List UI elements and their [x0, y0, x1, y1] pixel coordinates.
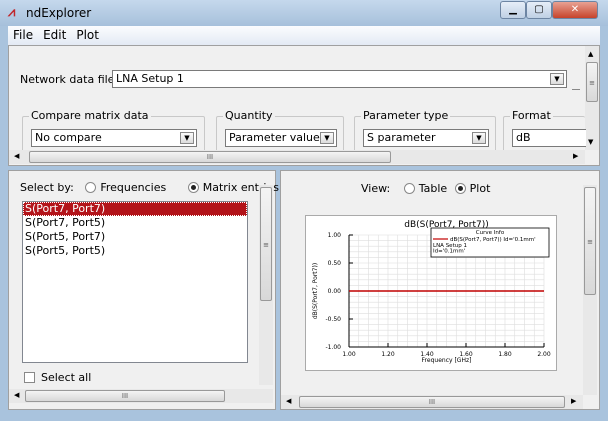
horizontal-scrollbar[interactable]: ◀ III: [9, 389, 273, 403]
y-tick-label: 1.00: [328, 232, 342, 239]
scroll-thumb[interactable]: III: [299, 396, 565, 408]
compare-value: No compare: [35, 131, 102, 144]
x-tick-label: 1.00: [342, 351, 356, 358]
x-tick-label: 1.80: [498, 351, 512, 358]
format-value: dB: [516, 131, 531, 144]
menu-bar: File Edit Plot: [8, 26, 600, 45]
entries-panel: Select by: Frequencies Matrix entries S(…: [8, 170, 279, 410]
x-tick-label: 1.40: [420, 351, 434, 358]
view-label: View:: [361, 182, 391, 195]
maximize-button[interactable]: ▢: [526, 1, 552, 19]
network-file-value: LNA Setup 1: [116, 72, 184, 85]
quantity-value: Parameter values: [229, 131, 326, 144]
horizontal-scrollbar[interactable]: ◀ III ▶: [281, 395, 583, 409]
x-tick-label: 1.20: [381, 351, 395, 358]
chevron-down-icon: ▼: [472, 132, 486, 144]
y-tick-label: -0.50: [325, 316, 341, 323]
vertical-scrollbar[interactable]: ≡ ▲ ▼: [585, 46, 599, 150]
chevron-down-icon: ▼: [550, 73, 564, 85]
list-item[interactable]: S(Port7, Port7): [23, 202, 247, 216]
chevron-down-icon: ▼: [180, 132, 194, 144]
app-logo-icon: ⩘: [8, 5, 16, 20]
title-bar: ⩘ ndExplorer ▁ ▢ ✕: [0, 0, 608, 26]
list-item[interactable]: S(Port5, Port5): [25, 244, 106, 257]
list-item[interactable]: S(Port5, Port7): [25, 230, 106, 243]
x-axis-label: Frequency [GHz]: [422, 357, 472, 364]
network-file-label: Network data file:: [20, 73, 119, 86]
chart-title: dB(S(Port7, Port7)): [404, 220, 489, 230]
scroll-right-icon[interactable]: ▶: [573, 152, 579, 160]
compare-label: Compare matrix data: [29, 109, 151, 122]
compare-dropdown[interactable]: No compare ▼: [31, 129, 197, 147]
entries-list[interactable]: S(Port7, Port7) S(Port7, Port5) S(Port5,…: [22, 201, 248, 363]
minimize-button[interactable]: ▁: [500, 1, 526, 19]
radio-table[interactable]: Table: [403, 182, 447, 195]
chart: dB(S(Port7, Port7)) 1.00 1.20 1.40 1.60 1.80 2…: [312, 220, 551, 364]
window-title: ndExplorer: [26, 6, 92, 20]
x-tick-label: 1.60: [459, 351, 473, 358]
legend-line: LNA Setup 1: [433, 243, 467, 249]
close-button[interactable]: ✕: [552, 1, 598, 19]
compare-group: Compare matrix data No compare ▼: [22, 109, 205, 156]
format-dropdown[interactable]: dB: [512, 129, 586, 147]
radio-frequencies[interactable]: Frequencies: [85, 181, 166, 194]
vertical-scrollbar[interactable]: ≡: [259, 185, 273, 385]
list-item[interactable]: S(Port7, Port5): [25, 216, 106, 229]
y-tick-label: 0.50: [328, 260, 342, 267]
radio-plot[interactable]: Plot: [454, 182, 490, 195]
scroll-thumb[interactable]: ≡: [586, 62, 598, 102]
y-tick-label: 0.00: [328, 288, 342, 295]
splitter-handle[interactable]: [572, 70, 580, 90]
scroll-thumb[interactable]: III: [29, 151, 391, 163]
menu-plot[interactable]: Plot: [76, 28, 99, 42]
settings-panel: Network data file: LNA Setup 1 ▼ ≡ ▲ ▼ Co…: [8, 45, 600, 166]
format-group: Format dB: [503, 109, 586, 156]
network-file-dropdown[interactable]: LNA Setup 1 ▼: [112, 70, 567, 88]
x-tick-label: 2.00: [537, 351, 551, 358]
y-axis-label: dB(S(Port7, Port7)): [312, 263, 319, 319]
select-all-checkbox[interactable]: Select all: [24, 371, 91, 384]
chevron-down-icon: ▼: [320, 132, 334, 144]
scroll-thumb[interactable]: III: [25, 390, 225, 402]
scroll-left-icon[interactable]: ◀: [14, 391, 20, 399]
horizontal-scrollbar[interactable]: ◀ III ▶: [9, 150, 585, 164]
scroll-thumb[interactable]: ≡: [260, 187, 272, 301]
scroll-up-icon[interactable]: ▲: [588, 50, 594, 58]
scroll-left-icon[interactable]: ◀: [286, 397, 292, 405]
scroll-down-icon[interactable]: ▼: [588, 138, 594, 146]
parameter-type-dropdown[interactable]: S parameter ▼: [363, 129, 489, 147]
scroll-right-icon[interactable]: ▶: [571, 397, 577, 405]
format-label: Format: [510, 109, 553, 122]
legend-box: [430, 227, 550, 258]
quantity-label: Quantity: [223, 109, 275, 122]
select-by-row: Select by: Frequencies Matrix entries: [20, 181, 279, 194]
menu-file[interactable]: File: [13, 28, 34, 42]
plot-area[interactable]: dB(S(Port7, Port7)) 1.00 1.20 1.40 1.60 1.80 2…: [305, 215, 557, 371]
scroll-left-icon[interactable]: ◀: [14, 152, 20, 160]
parameter-type-label: Parameter type: [361, 109, 451, 122]
plot-panel: View: Table Plot dB(S(Port7, Port7)) 1.00…: [280, 170, 600, 410]
scroll-thumb[interactable]: ≡: [584, 187, 596, 295]
select-by-label: Select by:: [20, 181, 74, 194]
vertical-scrollbar[interactable]: ≡: [583, 185, 597, 395]
view-row: View: Table Plot: [361, 182, 490, 195]
quantity-dropdown[interactable]: Parameter values ▼: [225, 129, 337, 147]
legend-line: Id='0.1mm': [433, 249, 465, 255]
y-tick-label: -1.00: [325, 344, 341, 351]
legend-entry: dB(S(Port7, Port7)) Id='0.1mm': [450, 237, 536, 243]
legend-title: Curve Info: [476, 230, 505, 236]
parameter-type-value: S parameter: [367, 131, 436, 144]
select-all-label: Select all: [41, 371, 92, 384]
menu-edit[interactable]: Edit: [43, 28, 67, 42]
